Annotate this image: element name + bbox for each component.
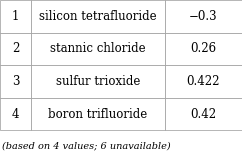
Text: (based on 4 values; 6 unavailable): (based on 4 values; 6 unavailable) — [2, 141, 171, 151]
